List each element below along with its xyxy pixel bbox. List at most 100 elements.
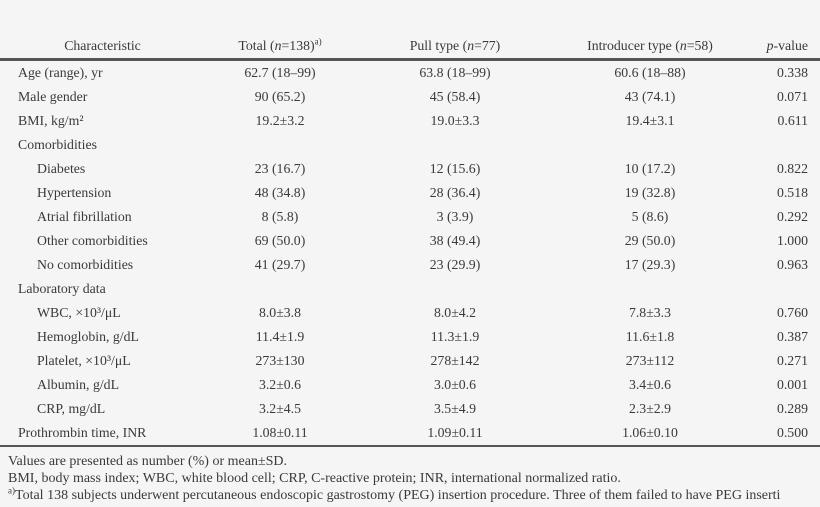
cell-p-value: 0.611	[777, 113, 808, 128]
cell-pull-type: 278±142	[430, 353, 480, 368]
cell-total: 48 (34.8)	[254, 185, 306, 200]
row-label: Hypertension	[37, 185, 112, 200]
row-label: Atrial fibrillation	[37, 209, 132, 224]
cell-p-value	[745, 133, 820, 157]
cell-introducer-type: 43 (74.1)	[624, 89, 676, 104]
cell-introducer-type: 1.06±0.10	[622, 425, 678, 440]
table-row: BMI, kg/m² 19.2±3.2 19.0±3.3 19.4±3.1 0.611	[0, 109, 820, 133]
cell-introducer-type: 60.6 (18–88)	[614, 65, 686, 80]
cell-total: 8.0±3.8	[258, 305, 302, 320]
section-row: Laboratory data	[0, 277, 820, 301]
cell-pull-type: 8.0±4.2	[433, 305, 477, 320]
cell-total: 3.2±4.5	[258, 401, 302, 416]
cell-introducer-type: 3.4±0.6	[628, 377, 672, 392]
table-header: Characteristic Total (n=138)a) Pull type…	[0, 0, 820, 61]
cell-p-value: 0.071	[776, 89, 808, 104]
cell-pull-type	[355, 277, 555, 301]
cell-total: 1.08±0.11	[252, 425, 308, 440]
header-characteristic: Characteristic	[0, 0, 205, 61]
cell-pull-type: 11.3±1.9	[430, 329, 480, 344]
cell-p-value: 0.289	[776, 401, 808, 416]
table-row: Hemoglobin, g/dL 11.4±1.9 11.3±1.9 11.6±1.8…	[0, 325, 820, 349]
cell-pull-type: 19.0±3.3	[430, 113, 480, 128]
header-total: Total (n=138)a)	[205, 0, 355, 61]
cell-pull-type: 63.8 (18–99)	[419, 65, 491, 80]
cell-p-value: 0.822	[776, 161, 808, 176]
table-row: CRP, mg/dL 3.2±4.5 3.5±4.9 2.3±2.9 0.289	[0, 397, 820, 421]
cell-pull-type: 23 (29.9)	[429, 257, 481, 272]
row-label: Platelet, ×10³/μL	[37, 353, 131, 368]
table-row: Male gender 90 (65.2) 45 (58.4) 43 (74.1) 0.…	[0, 85, 820, 109]
row-label: Other comorbidities	[37, 233, 148, 248]
cell-pull-type: 1.09±0.11	[427, 425, 483, 440]
cell-total	[205, 277, 355, 301]
footnote-abbreviations: BMI, body mass index; WBC, white blood c…	[8, 471, 621, 486]
cell-introducer-type: 7.8±3.3	[628, 305, 672, 320]
cell-introducer-type: 19 (32.8)	[624, 185, 676, 200]
cell-introducer-type	[555, 133, 745, 157]
table-row: Other comorbidities 69 (50.0) 38 (49.4) 29 …	[0, 229, 820, 253]
table-row: Platelet, ×10³/μL 273±130 278±142 273±112 0.…	[0, 349, 820, 373]
cell-p-value: 0.001	[776, 377, 808, 392]
table-row: No comorbidities 41 (29.7) 23 (29.9) 17 (29…	[0, 253, 820, 277]
header-introducer-type: Introducer type (n=58)	[555, 0, 745, 61]
cell-pull-type	[355, 133, 555, 157]
footnote-a-marker: a)	[8, 485, 15, 496]
footnote-a: a)Total 138 subjects underwent percutane…	[8, 485, 781, 503]
row-label: Male gender	[18, 89, 88, 104]
cell-pull-type: 12 (15.6)	[429, 161, 481, 176]
cell-total: 62.7 (18–99)	[244, 65, 316, 80]
header-p-value: p-value	[745, 0, 820, 61]
cell-total: 23 (16.7)	[254, 161, 306, 176]
cell-p-value: 0.338	[776, 65, 808, 80]
row-label: Prothrombin time, INR	[18, 425, 147, 440]
cell-introducer-type	[555, 277, 745, 301]
cell-introducer-type: 5 (8.6)	[631, 209, 669, 224]
cell-p-value: 1.000	[776, 233, 808, 248]
row-label: Comorbidities	[18, 137, 97, 152]
row-label: Age (range), yr	[18, 65, 103, 80]
cell-pull-type: 38 (49.4)	[429, 233, 481, 248]
cell-total: 3.2±0.6	[258, 377, 302, 392]
cell-introducer-type: 2.3±2.9	[628, 401, 672, 416]
cell-pull-type: 3 (3.9)	[436, 209, 474, 224]
cell-total: 273±130	[255, 353, 305, 368]
cell-introducer-type: 29 (50.0)	[624, 233, 676, 248]
table-row: Age (range), yr 62.7 (18–99) 63.8 (18–99) 6…	[0, 60, 820, 86]
table-row: Albumin, g/dL 3.2±0.6 3.0±0.6 3.4±0.6 0.001	[0, 373, 820, 397]
cell-p-value: 0.387	[776, 329, 808, 344]
row-label: Albumin, g/dL	[37, 377, 120, 392]
cell-total	[205, 133, 355, 157]
cell-introducer-type: 19.4±3.1	[625, 113, 675, 128]
header-row: Characteristic Total (n=138)a) Pull type…	[0, 0, 820, 61]
cell-p-value: 0.292	[776, 209, 808, 224]
cell-total: 41 (29.7)	[254, 257, 306, 272]
cell-introducer-type: 11.6±1.8	[625, 329, 675, 344]
cell-p-value: 0.271	[776, 353, 808, 368]
table-row: WBC, ×10³/μL 8.0±3.8 8.0±4.2 7.8±3.3 0.760	[0, 301, 820, 325]
cell-p-value: 0.518	[776, 185, 808, 200]
cell-introducer-type: 273±112	[625, 353, 675, 368]
cell-total: 90 (65.2)	[254, 89, 306, 104]
cell-total: 69 (50.0)	[254, 233, 306, 248]
cell-total: 19.2±3.2	[255, 113, 305, 128]
row-label: BMI, kg/m²	[18, 113, 84, 128]
table-row: Atrial fibrillation 8 (5.8) 3 (3.9) 5 (8.6)…	[0, 205, 820, 229]
cell-pull-type: 28 (36.4)	[429, 185, 481, 200]
row-label: Hemoglobin, g/dL	[37, 329, 139, 344]
table-body: Age (range), yr 62.7 (18–99) 63.8 (18–99) 6…	[0, 60, 820, 447]
cell-total: 11.4±1.9	[255, 329, 305, 344]
cell-p-value: 0.760	[776, 305, 808, 320]
table-row: Diabetes 23 (16.7) 12 (15.6) 10 (17.2) 0.822	[0, 157, 820, 181]
table-row: Prothrombin time, INR 1.08±0.11 1.09±0.11 1…	[0, 421, 820, 446]
row-label: Laboratory data	[18, 281, 106, 296]
row-label: Diabetes	[37, 161, 86, 176]
cell-p-value: 0.500	[776, 425, 808, 440]
cell-total: 8 (5.8)	[261, 209, 299, 224]
table-row: Hypertension 48 (34.8) 28 (36.4) 19 (32.8) 0…	[0, 181, 820, 205]
cell-p-value	[745, 277, 820, 301]
row-label: No comorbidities	[37, 257, 134, 272]
footnotes: Values are presented as number (%) or me…	[8, 453, 820, 504]
row-label: CRP, mg/dL	[37, 401, 106, 416]
